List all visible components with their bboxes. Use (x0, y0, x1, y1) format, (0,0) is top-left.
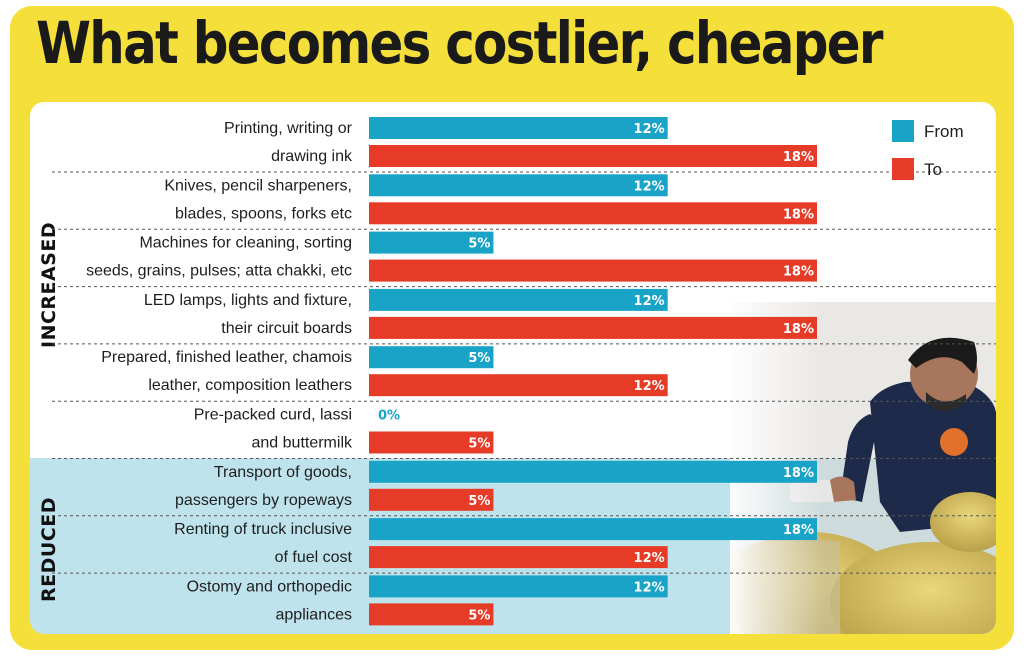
to-value-label: 18% (783, 207, 814, 222)
category-label: LED lamps, lights and fixture, (144, 292, 352, 309)
to-bar (369, 145, 817, 167)
from-value-label: 12% (634, 179, 665, 194)
category-label: Renting of truck inclusive (174, 521, 352, 538)
to-bar (369, 431, 494, 454)
to-bar (369, 603, 494, 626)
chart-panel: INCREASED REDUCED Printing, writing or dr… (30, 102, 996, 634)
to-bar (369, 488, 494, 511)
from-legend-label: From (924, 122, 964, 141)
to-value-label: 5% (468, 437, 490, 452)
to-value-label: 5% (468, 608, 490, 623)
category-label: their circuit boards (221, 320, 352, 337)
category-label: of fuel cost (275, 549, 353, 566)
from-bar (369, 117, 668, 139)
from-value-label: 5% (468, 237, 490, 252)
category-label: leather, composition leathers (148, 377, 352, 394)
to-bar (369, 202, 817, 225)
from-bar (369, 460, 817, 483)
to-value-label: 18% (783, 322, 814, 337)
category-label: appliances (276, 606, 353, 623)
to-value-label: 18% (783, 265, 814, 280)
category-label: blades, spoons, forks etc (175, 205, 352, 222)
to-value-label: 18% (783, 150, 814, 165)
category-label: and buttermilk (252, 435, 353, 452)
to-bar (369, 546, 668, 569)
from-bar (369, 575, 668, 598)
from-value-label: 12% (634, 294, 665, 309)
to-bar (369, 259, 817, 282)
category-label: Transport of goods, (214, 464, 352, 481)
from-value-label: 18% (783, 523, 814, 538)
category-label: Knives, pencil sharpeners, (164, 177, 352, 194)
category-label: drawing ink (271, 148, 353, 165)
from-bar (369, 288, 668, 311)
from-value-label: 18% (783, 466, 814, 481)
to-legend-swatch (892, 158, 914, 180)
to-bar (369, 316, 817, 339)
from-bar (369, 346, 494, 369)
from-bar (369, 174, 668, 197)
from-bar (369, 231, 494, 254)
category-label: Pre-packed curd, lassi (194, 407, 352, 424)
category-label: seeds, grains, pulses; atta chakki, etc (86, 263, 352, 280)
category-label: Ostomy and orthopedic (187, 578, 352, 595)
from-bar (369, 518, 817, 541)
from-legend-swatch (892, 120, 914, 142)
category-label: Printing, writing or (224, 120, 353, 137)
from-value-label: 0% (378, 409, 400, 424)
from-value-label: 12% (634, 122, 665, 137)
category-label: Machines for cleaning, sorting (139, 235, 352, 252)
to-value-label: 5% (468, 494, 490, 509)
to-bar (369, 374, 668, 397)
from-value-label: 5% (468, 351, 490, 366)
to-value-label: 12% (634, 379, 665, 394)
to-value-label: 12% (634, 551, 665, 566)
to-legend-label: To (924, 160, 942, 179)
page-title: What becomes costlier, cheaper (36, 9, 883, 77)
bar-chart: Printing, writing or drawing ink 12% 18% Kni… (52, 117, 996, 626)
category-label: passengers by ropeways (175, 492, 352, 509)
from-value-label: 12% (634, 580, 665, 595)
vendor-photo (730, 302, 996, 634)
category-label: Prepared, finished leather, chamois (101, 349, 352, 366)
